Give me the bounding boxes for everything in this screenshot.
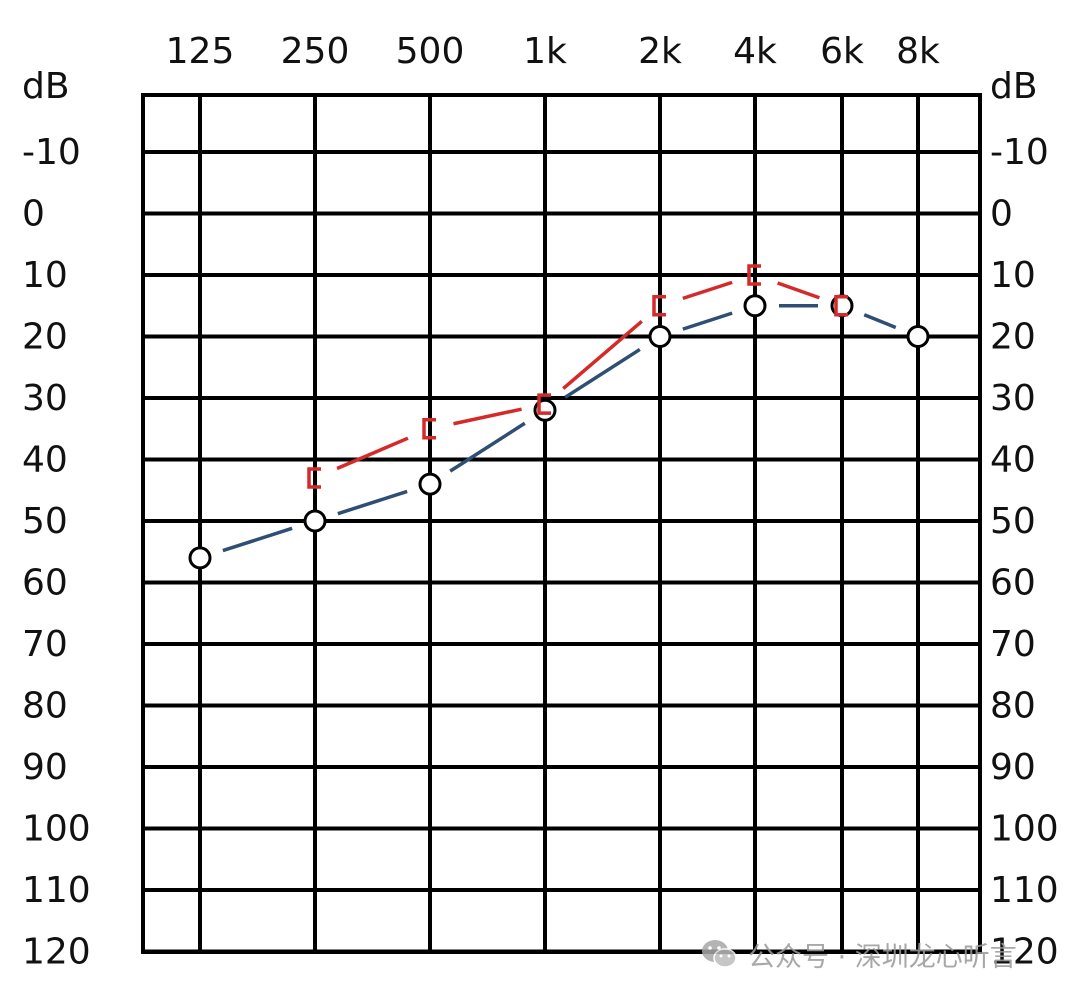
y-tick-label-left: 110 <box>22 870 91 911</box>
chart-grid <box>141 93 982 954</box>
y-tick-label-right: 60 <box>990 563 1036 604</box>
series-line-segment <box>863 313 897 330</box>
y-tick-label-left: 100 <box>22 809 91 850</box>
y-tick-label-left: 30 <box>22 378 68 419</box>
data-point-bracket <box>834 295 848 317</box>
y-tick-label-right: 0 <box>990 194 1013 235</box>
y-tick-label-left: 90 <box>22 747 68 788</box>
y-tick-label-left: -10 <box>22 132 81 173</box>
y-tick-label-right: 70 <box>990 624 1036 665</box>
series-line-segment <box>453 407 522 426</box>
series-line-segment <box>222 526 293 553</box>
x-tick-label: 2k <box>638 31 682 72</box>
series-layer <box>188 264 930 570</box>
data-point-circle <box>906 325 930 348</box>
data-point-bracket <box>307 467 321 489</box>
x-tick-label: 250 <box>281 31 350 72</box>
y-tick-label-right: 40 <box>990 440 1036 481</box>
data-point-circle <box>303 509 327 533</box>
y-axis-label-left: dB <box>22 66 70 107</box>
data-point-circle <box>743 294 767 318</box>
y-tick-label-right: 120 <box>990 932 1059 973</box>
y-tick-label-right: -10 <box>990 132 1049 173</box>
data-point-circle <box>188 546 212 570</box>
wechat-icon <box>702 940 737 968</box>
y-tick-label-left: 40 <box>22 440 68 481</box>
series-line-segment <box>682 311 733 331</box>
y-axis-label-right: dB <box>990 66 1038 107</box>
series-line-segment <box>337 489 408 516</box>
data-point-bracket <box>537 393 551 415</box>
y-tick-label-right: 90 <box>990 747 1036 788</box>
x-tick-label: 125 <box>166 31 235 72</box>
y-tick-label-right: 50 <box>990 501 1036 542</box>
series-line-segment <box>449 421 526 473</box>
y-tick-label-left: 10 <box>22 255 68 296</box>
y-axis-left-ticks: -10 0 10 20 30 40 50 60 70 80 90 100 110 120 <box>22 132 91 973</box>
series-line-segment <box>562 320 643 390</box>
watermark: 公众号 · 深圳龙心听言 <box>700 932 1017 976</box>
data-point-bracket <box>747 264 761 286</box>
y-axis-right-ticks: -10 0 10 20 30 40 50 60 70 80 90 100 110 120 <box>990 132 1059 973</box>
y-tick-label-left: 20 <box>22 317 68 358</box>
series-2 <box>307 264 848 489</box>
y-tick-label-right: 110 <box>990 870 1059 911</box>
data-point-bracket <box>652 295 666 317</box>
y-tick-label-right: 10 <box>990 255 1036 296</box>
watermark-text: 公众号 · 深圳龙心听言 <box>748 941 1017 973</box>
data-point-circle <box>418 472 442 496</box>
x-tick-label: 8k <box>896 31 940 72</box>
series-line-segment <box>564 347 641 399</box>
plot-frame <box>141 93 982 954</box>
x-tick-label: 6k <box>820 31 864 72</box>
y-tick-label-right: 100 <box>990 809 1059 850</box>
y-tick-label-right: 20 <box>990 317 1036 358</box>
y-tick-label-left: 0 <box>22 194 45 235</box>
x-tick-label: 4k <box>733 31 777 72</box>
data-point-bracket <box>422 418 436 440</box>
y-tick-label-right: 30 <box>990 378 1036 419</box>
x-tick-label: 1k <box>523 31 567 72</box>
x-tick-label: 500 <box>396 31 465 72</box>
y-tick-label-left: 80 <box>22 686 68 727</box>
y-tick-label-left: 50 <box>22 501 68 542</box>
series-line-segment <box>777 281 820 300</box>
data-point-circle <box>648 325 672 348</box>
y-tick-label-left: 60 <box>22 563 68 604</box>
y-tick-label-left: 120 <box>22 932 91 973</box>
series-line-segment <box>682 280 733 301</box>
y-tick-label-right: 80 <box>990 686 1036 727</box>
x-axis-ticks: 125 250 500 1k 2k 4k 6k 8k <box>166 31 940 72</box>
series-line-segment <box>336 436 409 471</box>
y-tick-label-left: 70 <box>22 624 68 665</box>
